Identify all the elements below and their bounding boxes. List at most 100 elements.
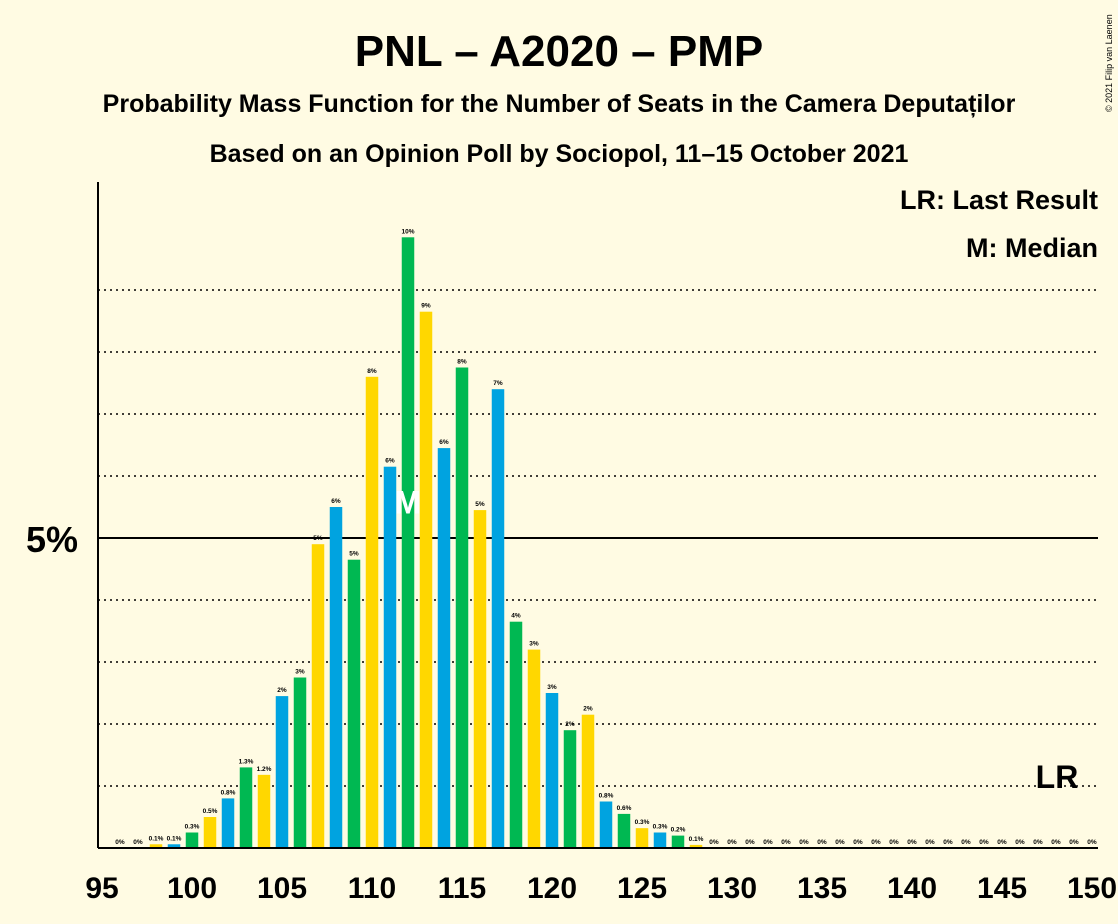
legend-median: M: Median <box>966 233 1098 263</box>
data-label-seat-102: 0.8% <box>221 789 236 796</box>
data-label-seat-119: 3% <box>529 641 539 648</box>
bar-seat-121 <box>563 730 577 848</box>
data-label-seat-106: 3% <box>295 669 305 676</box>
bar-seat-115 <box>455 367 469 848</box>
x-tick-label-100: 100 <box>167 872 217 905</box>
data-label-seat-112: 10% <box>401 228 414 235</box>
x-tick-label-95: 95 <box>85 872 118 905</box>
data-label-seat-132: 0% <box>763 839 773 846</box>
data-label-seat-100: 0.3% <box>185 824 200 831</box>
bar-seat-116 <box>473 510 487 848</box>
bar-seat-114 <box>437 448 451 848</box>
data-label-seat-110: 8% <box>367 368 377 375</box>
data-label-seat-118: 4% <box>511 613 521 620</box>
bar-seat-99 <box>167 844 181 848</box>
bar-seat-102 <box>221 798 235 848</box>
copyright-notice: © 2021 Filip van Laenen <box>1104 14 1114 112</box>
chart-title: PNL – A2020 – PMP <box>355 27 763 76</box>
x-tick-label-105: 105 <box>257 872 307 905</box>
data-label-seat-145: 0% <box>997 839 1007 846</box>
data-label-seat-99: 0.1% <box>167 835 182 842</box>
bar-seat-111 <box>383 466 397 848</box>
x-tick-label-150: 150 <box>1067 872 1117 905</box>
last-result-marker: LR <box>1036 759 1079 795</box>
data-label-seat-117: 7% <box>493 380 503 387</box>
data-label-seat-108: 6% <box>331 498 341 505</box>
bar-seat-118 <box>509 621 523 848</box>
x-tick-label-135: 135 <box>797 872 847 905</box>
bar-seat-126 <box>653 832 667 848</box>
data-label-seat-149: 0% <box>1069 839 1079 846</box>
x-tick-label-140: 140 <box>887 872 937 905</box>
bar-seat-107 <box>311 544 325 848</box>
data-label-seat-98: 0.1% <box>149 835 164 842</box>
data-label-seat-144: 0% <box>979 839 989 846</box>
data-label-seat-122: 2% <box>583 706 593 713</box>
bar-seat-125 <box>635 828 649 848</box>
data-label-seat-143: 0% <box>961 839 971 846</box>
bar-seat-103 <box>239 767 253 848</box>
x-tick-label-125: 125 <box>617 872 667 905</box>
data-label-seat-116: 5% <box>475 501 485 508</box>
bar-seat-117 <box>491 389 505 848</box>
data-label-seat-133: 0% <box>781 839 791 846</box>
data-label-seat-96: 0% <box>115 839 125 846</box>
bar-seat-98 <box>149 844 163 848</box>
bar-seat-120 <box>545 693 559 848</box>
data-labels: 0% 0%0.1% 0.1%0.3%0.5%0.8%1.3%1.2%2%3%5%6%… <box>115 228 1097 846</box>
data-label-seat-138: 0% <box>871 839 881 846</box>
data-label-seat-127: 0.2% <box>671 827 686 834</box>
bar-seat-122 <box>581 714 595 848</box>
bar-seat-105 <box>275 696 289 848</box>
x-tick-label-110: 110 <box>348 872 396 905</box>
x-tick-labels: 95 100 105 110 115 120 125 130 135 140 145 150 <box>85 872 1117 905</box>
data-label-seat-115: 8% <box>457 359 467 366</box>
data-label-seat-123: 0.8% <box>599 793 614 800</box>
bar-seat-108 <box>329 507 343 848</box>
bar-seat-113 <box>419 311 433 848</box>
data-label-seat-148: 0% <box>1051 839 1061 846</box>
data-label-seat-109: 5% <box>349 551 359 558</box>
data-label-seat-146: 0% <box>1015 839 1025 846</box>
data-label-seat-125: 0.3% <box>635 819 650 826</box>
x-tick-label-145: 145 <box>977 872 1027 905</box>
data-label-seat-150: 0% <box>1087 839 1097 846</box>
bar-seat-119 <box>527 649 541 848</box>
data-label-seat-107: 5% <box>313 535 323 542</box>
data-label-seat-121: 2% <box>565 721 575 728</box>
data-label-seat-147: 0% <box>1033 839 1043 846</box>
data-label-seat-126: 0.3% <box>653 824 668 831</box>
bar-seat-128 <box>689 844 703 848</box>
data-label-seat-120: 3% <box>547 684 557 691</box>
data-label-seat-139: 0% <box>889 839 899 846</box>
bar-seat-106 <box>293 677 307 848</box>
data-label-seat-129: 0% <box>709 839 719 846</box>
data-label-seat-114: 6% <box>439 439 449 446</box>
data-label-seat-105: 2% <box>277 687 287 694</box>
data-label-seat-113: 9% <box>421 303 431 310</box>
bar-seat-101 <box>203 817 217 848</box>
data-label-seat-124: 0.6% <box>617 805 632 812</box>
data-label-seat-130: 0% <box>727 839 737 846</box>
chart-subtitle-method: Probability Mass Function for the Number… <box>103 90 1016 118</box>
data-label-seat-128: 0.1% <box>689 836 704 843</box>
data-label-seat-111: 6% <box>385 458 395 465</box>
gridlines <box>98 289 1098 787</box>
data-label-seat-135: 0% <box>817 839 827 846</box>
data-label-seat-103: 1.3% <box>239 758 254 765</box>
x-tick-label-130: 130 <box>707 872 757 905</box>
data-label-seat-131: 0% <box>745 839 755 846</box>
data-label-seat-136: 0% <box>835 839 845 846</box>
x-tick-label-115: 115 <box>438 872 486 905</box>
y-tick-label-5pct: 5% <box>26 519 78 560</box>
bar-seat-109 <box>347 559 361 848</box>
data-label-seat-142: 0% <box>943 839 953 846</box>
bar-seat-124 <box>617 813 631 848</box>
data-label-seat-104: 1.2% <box>257 766 272 773</box>
median-marker: M <box>395 484 422 520</box>
data-label-seat-140: 0% <box>907 839 917 846</box>
legend-last-result: LR: Last Result <box>900 185 1098 215</box>
data-label-seat-97: 0% <box>133 839 143 846</box>
bar-seat-100 <box>185 832 199 848</box>
